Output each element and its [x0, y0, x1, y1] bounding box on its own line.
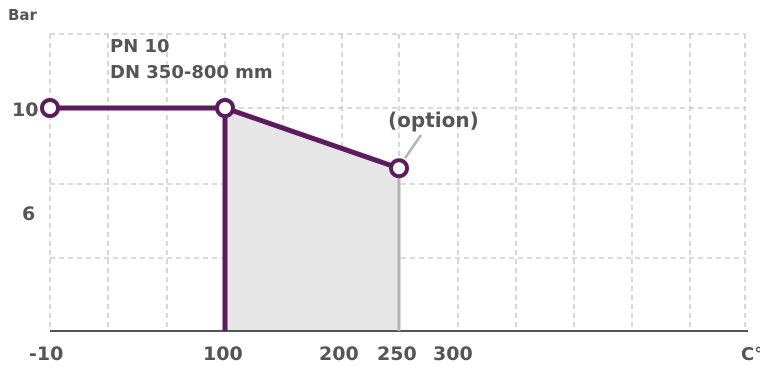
data-point [389, 158, 409, 179]
annotation-dn: DN 350-800 mm [110, 62, 273, 83]
x-tick-label: 300 [433, 343, 473, 365]
callout-label: (option) [388, 108, 479, 132]
y-tick-label: 10 [12, 99, 38, 121]
x-tick-label: -10 [29, 343, 63, 365]
annotation-pn: PN 10 [110, 36, 170, 57]
data-point [215, 98, 235, 118]
vertical-limit-lines [222, 108, 401, 331]
option-callout-leader [403, 134, 423, 159]
x-axis-label: C° [741, 344, 760, 365]
data-point-markers [40, 98, 409, 179]
x-tick-label: 250 [377, 343, 417, 365]
x-tick-label: 200 [319, 343, 359, 365]
x-tick-label: 100 [203, 343, 243, 365]
y-axis-label: Bar [8, 6, 38, 24]
y-tick-label: 6 [22, 203, 35, 225]
shaded-operating-area [225, 108, 399, 331]
data-point [40, 98, 60, 118]
